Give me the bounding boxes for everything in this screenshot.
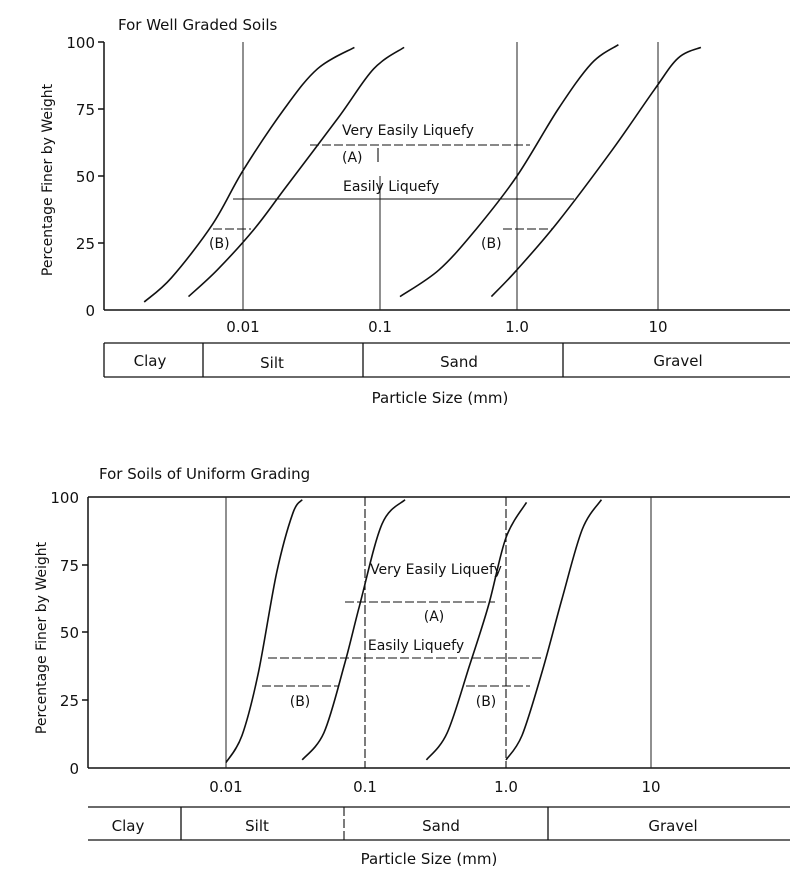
chart-top-ytick-label: 50 xyxy=(76,168,95,186)
chart-bottom-xtick-label: 10 xyxy=(641,778,660,796)
chart-bottom-curve-3 xyxy=(425,501,528,761)
chart-top-band-easily-label: Easily Liquefy xyxy=(343,179,439,195)
chart-top-xtick-label: 10 xyxy=(648,318,667,336)
chart-bottom-curve-4 xyxy=(505,499,603,761)
chart-top: For Well Graded Soils Percentage Finer b… xyxy=(40,16,790,407)
chart-bottom-band-easily-label: Easily Liquefy xyxy=(368,638,464,654)
chart-bottom-curve-1 xyxy=(225,499,303,764)
chart-top-x-axis-label: Particle Size (mm) xyxy=(372,389,509,407)
chart-top-ytick-label: 25 xyxy=(76,235,95,253)
chart-top-curve-4 xyxy=(490,46,702,298)
chart-bottom-ytick-label: 0 xyxy=(69,760,79,778)
chart-bottom-ytick-label: 75 xyxy=(60,557,79,575)
chart-bottom-band-b-label-left: (B) xyxy=(290,694,311,710)
chart-bottom-ytick-label: 100 xyxy=(50,489,79,507)
chart-bottom-band-very-easily-label: Very Easily Liquefy xyxy=(370,562,502,578)
chart-bottom-x-axis-label: Particle Size (mm) xyxy=(361,850,498,868)
chart-bottom-xtick-label: 1.0 xyxy=(494,778,518,796)
chart-top-class-gravel: Gravel xyxy=(653,352,702,370)
chart-bottom-ytick-label: 25 xyxy=(60,692,79,710)
chart-top-class-silt: Silt xyxy=(260,354,284,372)
chart-bottom: For Soils of Uniform Grading Percentage … xyxy=(34,465,790,868)
chart-top-y-axis-label: Percentage Finer by Weight xyxy=(40,83,56,276)
chart-top-band-b-label-right: (B) xyxy=(481,236,502,252)
chart-bottom-xtick-label: 0.01 xyxy=(209,778,242,796)
chart-top-curve-3 xyxy=(399,44,619,298)
chart-bottom-band-a-label: (A) xyxy=(424,609,445,625)
chart-top-class-sand: Sand xyxy=(440,353,478,371)
chart-bottom-y-axis-label: Percentage Finer by Weight xyxy=(34,541,50,734)
chart-bottom-ytick-label: 50 xyxy=(60,624,79,642)
chart-top-ytick-label: 75 xyxy=(76,101,95,119)
chart-bottom-class-silt: Silt xyxy=(245,817,269,835)
chart-top-title: For Well Graded Soils xyxy=(118,16,278,34)
chart-bottom-title: For Soils of Uniform Grading xyxy=(99,465,310,483)
chart-bottom-class-gravel: Gravel xyxy=(648,817,697,835)
chart-top-ytick-label: 100 xyxy=(66,34,95,52)
chart-top-ytick-label: 0 xyxy=(85,302,95,320)
chart-top-xtick-label: 0.1 xyxy=(368,318,392,336)
chart-top-band-b-label-left: (B) xyxy=(209,236,230,252)
chart-top-band-a-label: (A) xyxy=(342,150,363,166)
chart-top-curve-1 xyxy=(143,46,355,303)
chart-top-xtick-label: 0.01 xyxy=(226,318,259,336)
chart-bottom-class-sand: Sand xyxy=(422,817,460,835)
chart-bottom-curve-2 xyxy=(301,499,406,761)
chart-bottom-class-clay: Clay xyxy=(112,817,145,835)
chart-top-xtick-label: 1.0 xyxy=(505,318,529,336)
chart-top-band-very-easily-label: Very Easily Liquefy xyxy=(342,123,474,139)
chart-bottom-band-b-label-right: (B) xyxy=(476,694,497,710)
chart-top-class-clay: Clay xyxy=(134,352,167,370)
chart-bottom-xtick-label: 0.1 xyxy=(353,778,377,796)
chart-top-curve-2 xyxy=(187,46,405,298)
